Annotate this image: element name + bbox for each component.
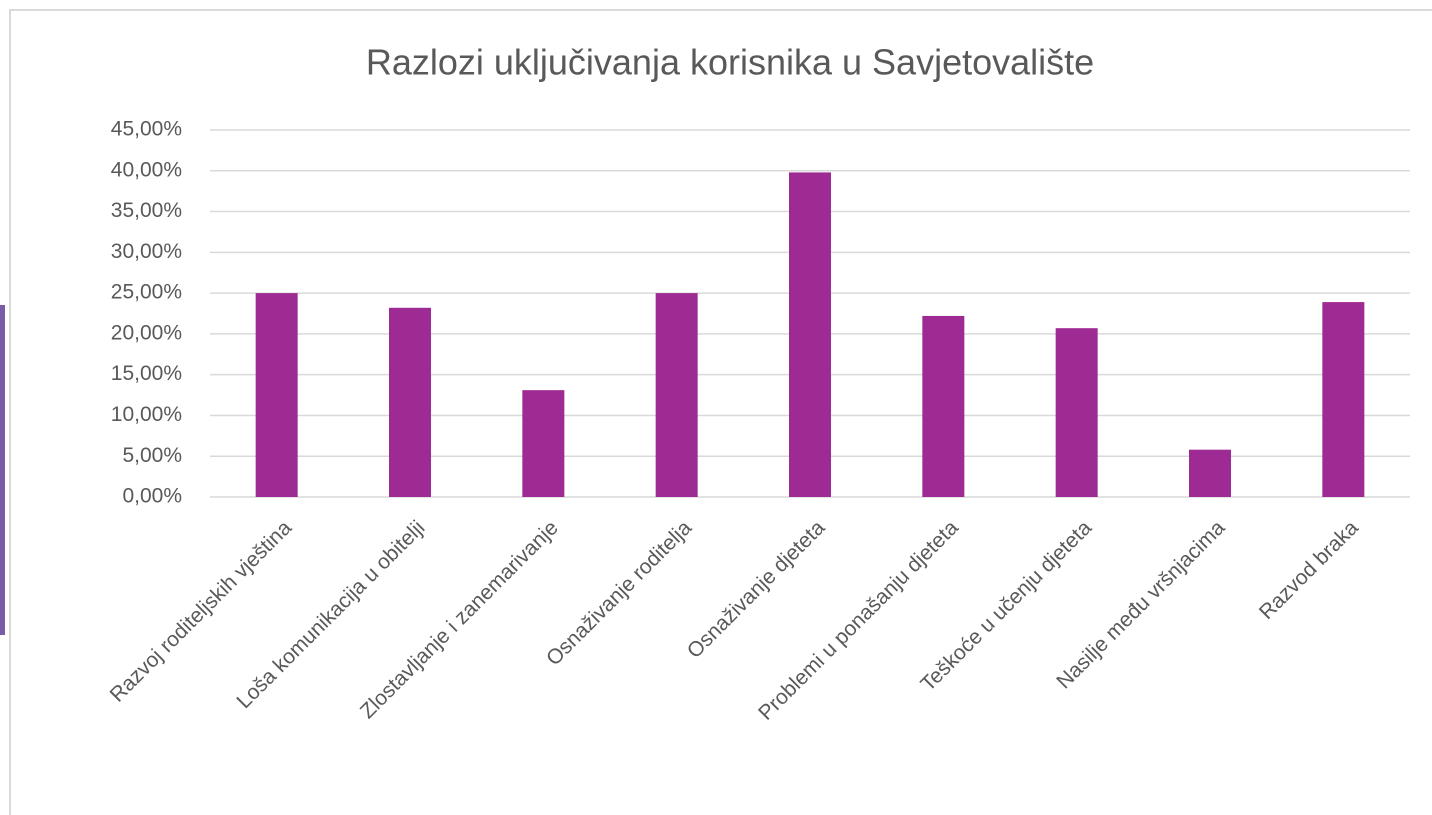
bar bbox=[655, 293, 698, 497]
bar bbox=[255, 293, 298, 497]
y-tick-label: 35,00% bbox=[111, 199, 182, 222]
bar bbox=[922, 315, 965, 497]
y-tick-label: 5,00% bbox=[122, 444, 182, 467]
y-tick-label: 0,00% bbox=[122, 485, 182, 508]
bar bbox=[789, 172, 831, 498]
y-tick-label: 30,00% bbox=[111, 240, 182, 263]
side-accent bbox=[0, 305, 5, 635]
chart-title: Razlozi uključivanja korisnika u Savjeto… bbox=[366, 42, 1094, 83]
y-tick-label: 25,00% bbox=[111, 281, 182, 304]
bar bbox=[1189, 449, 1231, 497]
bar bbox=[1322, 302, 1365, 497]
y-tick-label: 15,00% bbox=[111, 362, 182, 385]
chart-frame bbox=[9, 9, 1432, 815]
y-tick-label: 45,00% bbox=[111, 118, 182, 141]
y-tick-label: 20,00% bbox=[111, 321, 182, 344]
bar bbox=[389, 307, 431, 497]
bar bbox=[522, 390, 565, 497]
y-tick-label: 10,00% bbox=[111, 403, 182, 426]
y-tick-label: 40,00% bbox=[111, 158, 182, 181]
bar bbox=[1055, 328, 1098, 497]
